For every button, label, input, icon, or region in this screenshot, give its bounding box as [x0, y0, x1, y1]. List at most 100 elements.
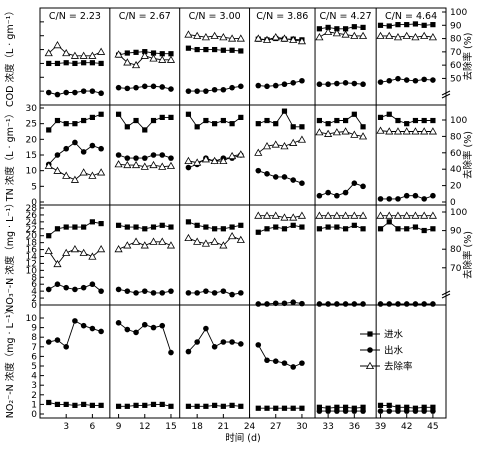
point-cod-s2-15	[193, 31, 202, 39]
left-tick-label-no3-4: 8	[31, 273, 37, 283]
point-cod-s1-34	[386, 77, 393, 84]
point-tn-s2-0	[44, 161, 53, 169]
point-no2-s1-0	[45, 339, 52, 345]
point-tn-s1-32	[360, 183, 366, 190]
point-cod-s1-11	[150, 83, 157, 90]
point-tn-s2-1	[53, 166, 62, 174]
point-no3-s1-9	[133, 290, 139, 296]
point-tn-s1-24	[281, 174, 288, 180]
point-cod-s1-27	[316, 81, 323, 88]
point-no2-s1-37	[412, 408, 419, 414]
point-cod-s0-30	[342, 26, 349, 32]
point-no3-s1-27	[316, 301, 323, 307]
phase-label-1: C/N = 2.67	[119, 11, 171, 22]
point-tn-s0-32	[360, 124, 366, 130]
point-cod-s1-7	[115, 84, 122, 91]
point-cod-s1-6	[98, 90, 104, 97]
point-tn-s2-15	[193, 158, 202, 166]
point-tn-s2-27	[315, 128, 324, 136]
point-tn-s0-6	[98, 111, 104, 117]
point-no3-s0-24	[281, 226, 288, 232]
point-no3-s2-17	[210, 237, 219, 245]
point-tn-s2-36	[402, 127, 411, 135]
point-cod-s0-31	[351, 24, 357, 30]
point-no2-s0-16	[203, 403, 209, 409]
point-no3-s2-15	[193, 237, 202, 245]
point-tn-s1-33	[377, 196, 384, 202]
point-no2-s0-27	[316, 404, 322, 410]
point-no3-s2-10	[140, 241, 149, 249]
y-axis-label-right-no3: 去除率 (%)	[462, 231, 474, 279]
point-no2-s0-24	[281, 405, 288, 411]
point-tn-s1-27	[316, 192, 323, 199]
point-no2-s1-16	[203, 325, 209, 332]
x-tick-label-0: 3	[63, 422, 69, 432]
point-no2-s1-29	[334, 408, 340, 414]
point-cod-s0-29	[334, 26, 340, 32]
point-tn-s1-1	[54, 152, 61, 158]
point-no3-s1-11	[150, 290, 157, 296]
point-cod-s0-18	[220, 47, 226, 53]
point-no3-s1-17	[211, 290, 218, 296]
left-tick-label-no2-6: 6	[31, 352, 37, 362]
point-cod-s2-17	[210, 31, 219, 39]
point-no3-s2-8	[123, 241, 132, 249]
point-tn-s2-33	[376, 126, 385, 134]
x-tick-label-13: 42	[401, 422, 412, 432]
point-no2-s0-25	[290, 405, 296, 411]
axis-break-cod-b	[441, 93, 451, 99]
point-cod-s1-10	[141, 83, 148, 90]
point-cod-s1-9	[133, 84, 139, 91]
point-no3-s2-19	[227, 231, 237, 240]
point-cod-s2-18	[219, 33, 228, 41]
point-no3-s1-5	[89, 281, 96, 288]
point-no3-s0-15	[194, 222, 200, 228]
phase-label-0: C/N = 2.23	[49, 11, 101, 22]
point-cod-s0-39	[430, 22, 436, 28]
point-cod-s2-26	[297, 37, 307, 45]
point-no2-s1-4	[80, 322, 87, 329]
point-no3-s2-39	[428, 211, 437, 219]
point-tn-s2-32	[358, 132, 368, 140]
point-cod-s2-34	[385, 31, 394, 39]
point-no2-s1-5	[89, 325, 96, 332]
right-tick-label-tn-0: 0	[450, 198, 456, 208]
point-no2-s0-11	[150, 401, 157, 407]
point-cod-s1-21	[255, 82, 262, 89]
left-tick-label-tn-4: 20	[26, 135, 38, 145]
point-cod-s2-27	[315, 33, 324, 41]
point-cod-s0-28	[325, 24, 331, 30]
point-no2-s1-33	[377, 408, 384, 414]
point-cod-s0-37	[412, 21, 419, 27]
point-cod-s0-11	[150, 50, 157, 56]
point-no3-s0-7	[115, 222, 122, 228]
left-tick-label-no2-3: 3	[31, 381, 37, 391]
point-no3-s0-29	[334, 224, 340, 230]
point-tn-s0-10	[142, 127, 148, 133]
point-no3-s2-1	[53, 259, 62, 268]
point-no3-s0-6	[98, 220, 104, 227]
right-tick-label-tn-5: 100	[450, 116, 467, 126]
point-cod-s2-1	[53, 41, 62, 49]
left-tick-label-no3-9: 18	[26, 239, 38, 249]
y-axis-label-right-tn: 去除率 (%)	[462, 131, 474, 179]
point-tn-s1-8	[124, 155, 131, 161]
point-tn-s1-26	[299, 180, 305, 186]
point-cod-s0-3	[72, 60, 78, 67]
point-no3-s1-14	[185, 290, 192, 296]
point-cod-s2-25	[289, 35, 298, 43]
left-tick-label-no3-7: 14	[26, 253, 38, 263]
axis-break-no3-a	[441, 290, 451, 296]
x-tick-label-12: 39	[375, 422, 387, 432]
point-no3-s0-26	[299, 224, 305, 230]
point-cod-s1-22	[264, 83, 270, 90]
point-tn-s1-3	[72, 139, 78, 146]
point-tn-s0-30	[342, 117, 349, 124]
point-cod-s0-17	[212, 46, 218, 53]
point-no2-s0-22	[264, 405, 270, 411]
point-no2-s0-29	[334, 404, 340, 410]
point-no2-s0-19	[229, 402, 235, 408]
point-no3-s2-37	[411, 211, 420, 219]
point-no2-s1-34	[386, 408, 393, 414]
point-no2-s1-24	[281, 360, 288, 366]
